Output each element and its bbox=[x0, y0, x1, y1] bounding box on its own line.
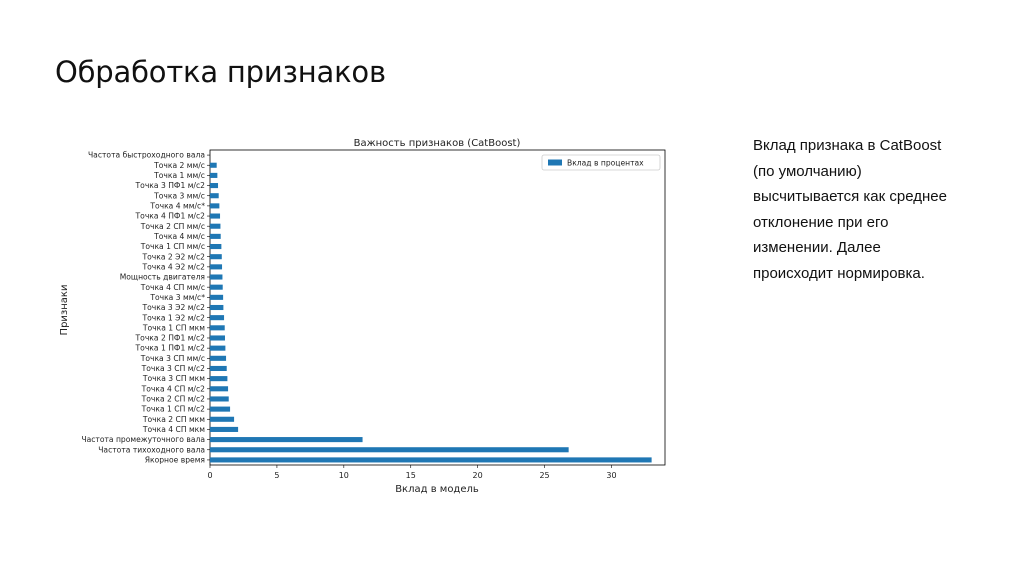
y-tick-label: Мощность двигателя bbox=[120, 273, 205, 282]
y-tick-label: Точка 4 Э2 м/с2 bbox=[141, 262, 205, 271]
bar bbox=[210, 406, 231, 412]
slide-title: Обработка признаков bbox=[55, 55, 386, 89]
plot-frame bbox=[209, 149, 666, 466]
y-tick-label: Точка 3 Э2 м/с2 bbox=[141, 303, 205, 312]
y-tick-label: Точка 1 СП мм/с bbox=[140, 242, 205, 251]
bar bbox=[210, 335, 225, 341]
y-tick-label: Точка 4 мм/с* bbox=[149, 201, 205, 210]
description-line: изменении. Далее bbox=[753, 239, 881, 256]
feature-importance-description: Вклад признака в CatBoost (по умолчанию)… bbox=[753, 133, 993, 286]
bar bbox=[210, 233, 221, 239]
bar bbox=[210, 386, 229, 392]
bar bbox=[210, 376, 228, 382]
x-tick-label: 5 bbox=[274, 471, 279, 480]
bar bbox=[210, 355, 227, 361]
bar bbox=[210, 193, 219, 199]
y-tick-label: Точка 3 СП м/с2 bbox=[141, 364, 206, 373]
x-tick-label: 20 bbox=[473, 471, 483, 480]
y-tick-label: Точка 4 СП мм/с bbox=[140, 283, 205, 292]
bar bbox=[210, 304, 224, 311]
y-tick-label: Точка 1 мм/с bbox=[153, 171, 205, 180]
bar bbox=[210, 162, 217, 168]
y-tick-label: Частота быстроходного вала bbox=[88, 151, 205, 160]
y-tick-label: Точка 3 ПФ1 м/с2 bbox=[135, 181, 206, 190]
chart-svg: Важность признаков (CatBoost) Признаки В… bbox=[59, 138, 666, 495]
x-tick-label: 0 bbox=[207, 471, 212, 480]
y-tick-label: Точка 2 СП м/с2 bbox=[141, 395, 206, 404]
y-tick-label: Точка 4 ПФ1 м/с2 bbox=[135, 212, 206, 221]
description-line: высчитывается как среднее bbox=[753, 188, 947, 205]
description-line: происходит нормировка. bbox=[753, 264, 925, 282]
y-tick-label: Точка 3 мм/с bbox=[153, 191, 205, 200]
y-tick-label: Точка 4 мм/с bbox=[153, 232, 205, 241]
y-tick-label: Точка 1 Э2 м/с2 bbox=[141, 313, 205, 322]
bar bbox=[210, 274, 223, 280]
bar bbox=[210, 315, 225, 321]
bar bbox=[210, 365, 227, 372]
y-tick-label: Точка 3 СП мм/с bbox=[140, 354, 205, 363]
bar bbox=[210, 416, 235, 422]
bar bbox=[210, 284, 223, 290]
bar bbox=[210, 345, 226, 351]
legend-label: Вклад в процентах bbox=[567, 159, 644, 168]
y-tick-label: Точка 3 мм/с* bbox=[149, 293, 205, 302]
bar bbox=[210, 223, 221, 229]
y-tick-label: Точка 1 СП м/с2 bbox=[141, 405, 206, 414]
chart-title: Важность признаков (CatBoost) bbox=[354, 138, 521, 149]
bar bbox=[210, 447, 569, 453]
y-tick-label: Точка 1 СП мкм bbox=[142, 323, 205, 332]
bar bbox=[210, 457, 652, 463]
x-tick-label: 15 bbox=[406, 471, 416, 480]
y-tick-label: Якорное время bbox=[145, 456, 205, 465]
bar bbox=[210, 396, 229, 402]
y-tick-label: Точка 2 СП мм/с bbox=[140, 222, 205, 231]
bar bbox=[210, 213, 221, 219]
description-line: отклонение при его bbox=[753, 213, 889, 231]
x-axis-label: Вклад в модель bbox=[395, 484, 479, 495]
y-tick-label: Частота промежуточного вала bbox=[81, 435, 205, 444]
bar bbox=[210, 183, 219, 189]
x-tick-label: 10 bbox=[339, 471, 349, 480]
y-tick-label: Точка 4 СП м/с2 bbox=[141, 384, 206, 393]
x-tick-label: 25 bbox=[539, 471, 549, 480]
y-tick-label: Точка 3 СП мкм bbox=[142, 374, 205, 383]
bar bbox=[210, 437, 363, 443]
description-line: (по умолчанию) bbox=[753, 162, 862, 180]
bar bbox=[210, 264, 223, 270]
y-axis-label: Признаки bbox=[59, 285, 70, 336]
bar bbox=[210, 243, 222, 250]
bar bbox=[210, 254, 222, 260]
legend-swatch bbox=[548, 159, 562, 166]
y-tick-label: Точка 1 ПФ1 м/с2 bbox=[135, 344, 206, 353]
description-line: Вклад признака в CatBoost bbox=[753, 137, 942, 154]
y-tick-label: Точка 2 Э2 м/с2 bbox=[141, 252, 205, 261]
feature-importance-chart: Важность признаков (CatBoost) Признаки В… bbox=[55, 128, 685, 503]
y-tick-label: Частота тихоходного вала bbox=[98, 445, 205, 454]
bar bbox=[210, 325, 225, 331]
bar bbox=[210, 203, 220, 209]
x-tick-label: 30 bbox=[606, 471, 616, 480]
bar bbox=[210, 294, 224, 300]
y-tick-label: Точка 2 мм/с bbox=[153, 161, 205, 170]
bar bbox=[210, 172, 218, 178]
y-tick-label: Точка 2 ПФ1 м/с2 bbox=[135, 334, 206, 343]
y-tick-label: Точка 2 СП мкм bbox=[142, 415, 205, 424]
bar bbox=[210, 426, 239, 432]
y-tick-label: Точка 4 СП мкм bbox=[142, 425, 205, 434]
legend-box bbox=[541, 154, 661, 171]
